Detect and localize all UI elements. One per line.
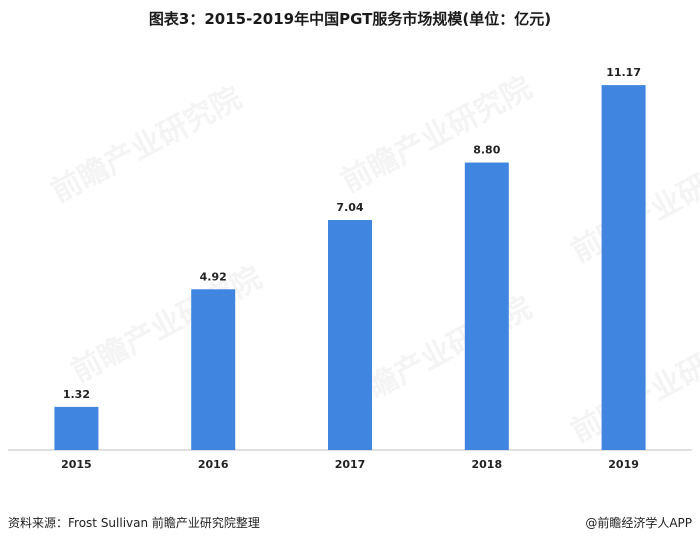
- bar-2016: [191, 289, 236, 450]
- bar-2018: [464, 162, 509, 451]
- bar-2019: [601, 85, 646, 450]
- x-tick-label-2019: 2019: [608, 458, 639, 471]
- data-label-2017: 7.04: [336, 201, 363, 214]
- bar-2017: [328, 220, 372, 450]
- credit-note: @前瞻经济学人APP: [585, 516, 692, 530]
- chart-title: 图表3：2015-2019年中国PGT服务市场规模(单位：亿元): [148, 10, 552, 28]
- x-tick-label-2016: 2016: [198, 458, 229, 471]
- bar-2015: [54, 406, 99, 450]
- data-label-2015: 1.32: [63, 388, 90, 401]
- data-label-2019: 11.17: [606, 66, 641, 79]
- bar-chart: 1.32 2015 4.92 2016 7.04 2017 8.80 2018 11.17 201…: [8, 66, 692, 471]
- source-note: 资料来源：Frost Sullivan 前瞻产业研究院整理: [8, 516, 260, 530]
- x-tick-label-2018: 2018: [471, 458, 502, 471]
- data-label-2018: 8.80: [473, 144, 500, 157]
- x-tick-label-2017: 2017: [335, 458, 366, 471]
- x-tick-label-2015: 2015: [61, 458, 92, 471]
- data-label-2016: 4.92: [200, 270, 227, 283]
